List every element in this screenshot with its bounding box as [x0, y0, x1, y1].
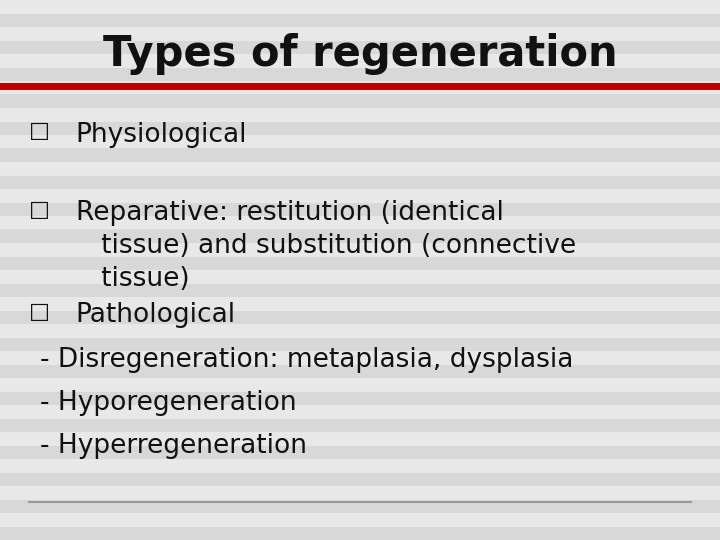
Text: - Hyperregeneration: - Hyperregeneration: [40, 433, 307, 459]
Text: Physiological: Physiological: [76, 122, 247, 147]
Bar: [0, 54, 720, 68]
Bar: [0, 324, 720, 338]
Bar: [0, 94, 720, 108]
Text: Pathological: Pathological: [76, 302, 235, 328]
Bar: [0, 392, 720, 405]
Bar: [0, 526, 720, 540]
Bar: [0, 446, 720, 459]
Bar: [0, 472, 720, 486]
Bar: [0, 14, 720, 27]
Bar: [0, 135, 720, 148]
Bar: [0, 216, 720, 229]
Bar: [0, 230, 720, 243]
Bar: [0, 270, 720, 284]
Bar: [0, 81, 720, 94]
Text: - Hyporegeneration: - Hyporegeneration: [40, 390, 296, 416]
Bar: [0, 513, 720, 526]
Bar: [0, 500, 720, 513]
Bar: [0, 176, 720, 189]
Bar: [0, 0, 720, 14]
Bar: [0, 351, 720, 364]
Bar: [0, 122, 720, 135]
Bar: [0, 284, 720, 297]
Text: □: □: [29, 200, 50, 220]
Bar: [0, 486, 720, 500]
Bar: [0, 108, 720, 122]
Bar: [0, 297, 720, 310]
Bar: [0, 432, 720, 445]
Bar: [0, 202, 720, 216]
Bar: [0, 27, 720, 40]
Text: □: □: [29, 122, 50, 141]
Bar: [0, 418, 720, 432]
Bar: [0, 189, 720, 202]
Bar: [0, 243, 720, 256]
Bar: [0, 68, 720, 81]
Text: □: □: [29, 302, 50, 322]
Bar: [0, 364, 720, 378]
Text: Reparative: restitution (identical
   tissue) and substitution (connective
   ti: Reparative: restitution (identical tissu…: [76, 200, 576, 292]
Bar: [0, 40, 720, 54]
Bar: [0, 338, 720, 351]
Bar: [0, 378, 720, 392]
Bar: [0, 310, 720, 324]
Text: Types of regeneration: Types of regeneration: [103, 33, 617, 75]
Bar: [0, 256, 720, 270]
Text: - Disregeneration: metaplasia, dysplasia: - Disregeneration: metaplasia, dysplasia: [40, 347, 573, 373]
Bar: [0, 459, 720, 472]
Bar: [0, 405, 720, 418]
Bar: [0, 162, 720, 176]
Bar: [0, 148, 720, 162]
